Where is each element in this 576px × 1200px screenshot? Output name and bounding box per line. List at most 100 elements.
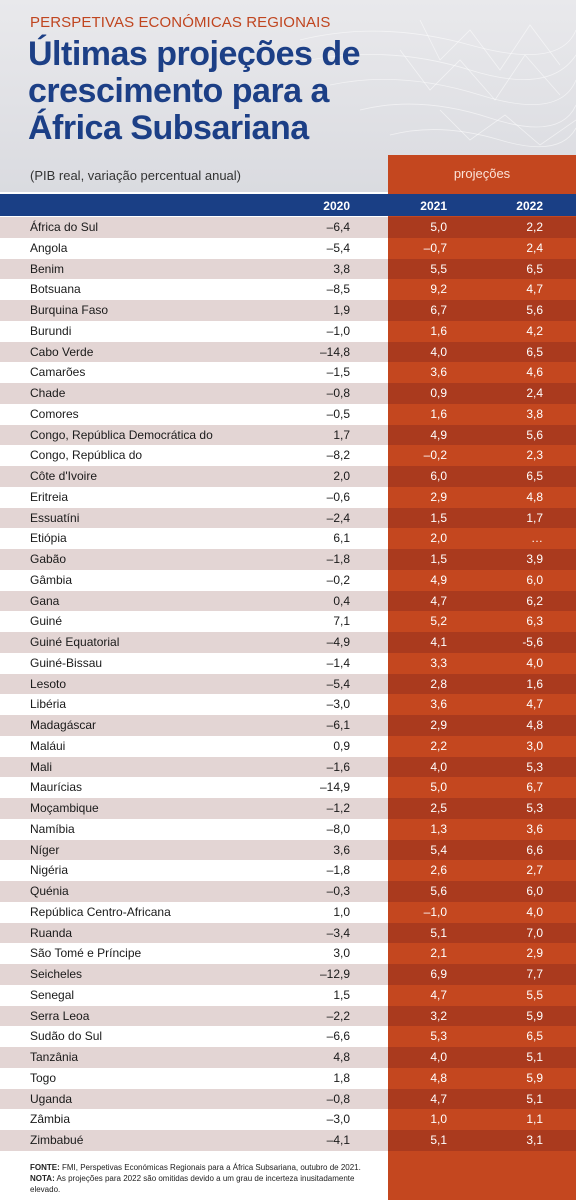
row-projection-background	[388, 237, 576, 259]
value-2020-cell: –8,0	[326, 821, 350, 836]
row-background	[0, 673, 388, 695]
country-cell: República Centro-Africana	[30, 904, 171, 919]
table-row: Sudão do Sul –6,6 5,3 6,5	[0, 1026, 576, 1047]
terrain-pattern	[299, 19, 576, 148]
row-projection-background	[388, 217, 576, 238]
row-projection-background	[388, 839, 576, 861]
value-2020-cell: –5,4	[326, 676, 350, 691]
value-2021-cell: 5,1	[430, 925, 447, 940]
note-text: As projeções para 2022 são omitidas devi…	[30, 1174, 355, 1194]
value-2021-cell: 1,5	[430, 552, 447, 566]
value-2021-cell: 4,8	[430, 1070, 447, 1085]
row-projection-background	[388, 445, 576, 466]
row-projection-background	[388, 715, 576, 736]
row-background	[0, 652, 388, 674]
value-2022-cell: 6,0	[526, 884, 543, 898]
value-2021-cell: 4,1	[430, 635, 447, 649]
value-2022-cell: 2,2	[526, 220, 543, 234]
row-projection-background	[388, 1005, 576, 1027]
row-background	[0, 320, 388, 342]
country-cell: Benim	[30, 261, 65, 276]
table-row: Burundi –1,0 1,6 4,2	[0, 320, 576, 342]
table-row: Eritreia –0,6 2,9 4,8	[0, 486, 576, 508]
table-row: Gâmbia –0,2 4,9 6,0	[0, 569, 576, 591]
value-2022-cell: 6,5	[526, 261, 543, 276]
row-projection-background	[388, 881, 576, 902]
row-projection-background	[388, 383, 576, 404]
value-2022-cell: 4,7	[526, 697, 543, 712]
table-row: Senegal 1,5 4,7 5,5	[0, 984, 576, 1006]
value-2022-cell: 4,8	[526, 718, 543, 732]
country-cell: Gana	[30, 593, 60, 608]
value-2021-cell: 5,0	[430, 220, 447, 234]
page-title: Últimas projeções de crescimento para a …	[28, 35, 361, 147]
value-2020-cell: 0,9	[333, 738, 350, 753]
country-cell: Angola	[30, 240, 68, 255]
value-2020-cell: –4,1	[326, 1133, 350, 1147]
table-subtitle: (PIB real, variação percentual anual)	[30, 168, 242, 183]
country-cell: Maláui	[30, 738, 66, 753]
value-2020-cell: 6,1	[333, 531, 350, 546]
row-projection-background	[388, 694, 576, 715]
value-2020-cell: –2,4	[326, 510, 350, 525]
row-background	[0, 590, 388, 612]
row-background	[0, 445, 388, 466]
row-projection-background	[388, 590, 576, 612]
value-2020-cell: 7,1	[333, 614, 350, 629]
value-2022-cell: 1,6	[526, 676, 543, 691]
value-2022-cell: 6,0	[526, 572, 543, 587]
value-2021-cell: 1,3	[430, 821, 447, 836]
value-2022-cell: 2,9	[526, 946, 543, 961]
row-projection-background	[388, 943, 576, 964]
value-2020-cell: –1,8	[326, 552, 350, 566]
value-2020-cell: –14,9	[319, 780, 350, 795]
value-2021-cell: –1,0	[423, 904, 447, 919]
value-2021-cell: 4,9	[430, 572, 447, 587]
table-row: Burquina Faso 1,9 6,7 5,6	[0, 300, 576, 321]
country-cell: África do Sul	[30, 220, 99, 234]
value-2020-cell: –3,0	[326, 1112, 350, 1127]
footnotes: FONTE: FMI, Perspetivas Económicas Regio…	[30, 1162, 382, 1195]
value-2020-cell: –1,4	[326, 655, 350, 670]
row-projection-background	[388, 798, 576, 819]
value-2022-cell: 7,0	[526, 925, 543, 940]
country-cell: Congo, República do	[30, 448, 143, 463]
value-2021-cell: 6,9	[430, 967, 447, 981]
table-row: Quénia –0,3 5,6 6,0	[0, 881, 576, 902]
value-2021-cell: 4,0	[430, 344, 447, 359]
row-background	[0, 798, 388, 819]
value-2020-cell: –0,8	[326, 386, 350, 400]
table-row: Benim 3,8 5,5 6,5	[0, 258, 576, 280]
row-background	[0, 569, 388, 591]
value-2020-cell: –4,9	[326, 635, 350, 649]
row-background	[0, 860, 388, 881]
table-row: Comores –0,5 1,6 3,8	[0, 403, 576, 425]
country-cell: Namíbia	[30, 821, 75, 836]
column-header-2020: 2020	[323, 199, 350, 213]
value-2021-cell: 1,0	[430, 1112, 447, 1127]
table-row: Guiné 7,1 5,2 6,3	[0, 611, 576, 632]
note-label: NOTA:	[30, 1174, 55, 1183]
value-2021-cell: 2,9	[430, 718, 447, 732]
row-projection-background	[388, 258, 576, 280]
row-projection-background	[388, 922, 576, 944]
row-background	[0, 715, 388, 736]
value-2020-cell: 1,8	[333, 1070, 350, 1085]
country-cell: Togo	[30, 1070, 57, 1085]
value-2021-cell: 3,3	[430, 655, 447, 670]
row-background	[0, 217, 388, 238]
row-background	[0, 466, 388, 487]
table-row: Tanzânia 4,8 4,0 5,1	[0, 1047, 576, 1068]
source-note: FONTE: FMI, Perspetivas Económicas Regio…	[30, 1162, 382, 1173]
row-projection-background	[388, 1047, 576, 1068]
row-background	[0, 818, 388, 840]
value-2020-cell: 1,7	[333, 427, 350, 442]
row-projection-background	[388, 403, 576, 425]
table-row: Camarões –1,5 3,6 4,6	[0, 362, 576, 383]
table-row: Côte d'Ivoire 2,0 6,0 6,5	[0, 466, 576, 487]
report-kicker: PERSPETIVAS ECONÓMICAS REGIONAIS	[30, 14, 331, 31]
value-2020-cell: –6,4	[326, 220, 350, 234]
row-projection-background	[388, 279, 576, 300]
value-2021-cell: 2,6	[430, 863, 447, 878]
row-projection-background	[388, 756, 576, 778]
